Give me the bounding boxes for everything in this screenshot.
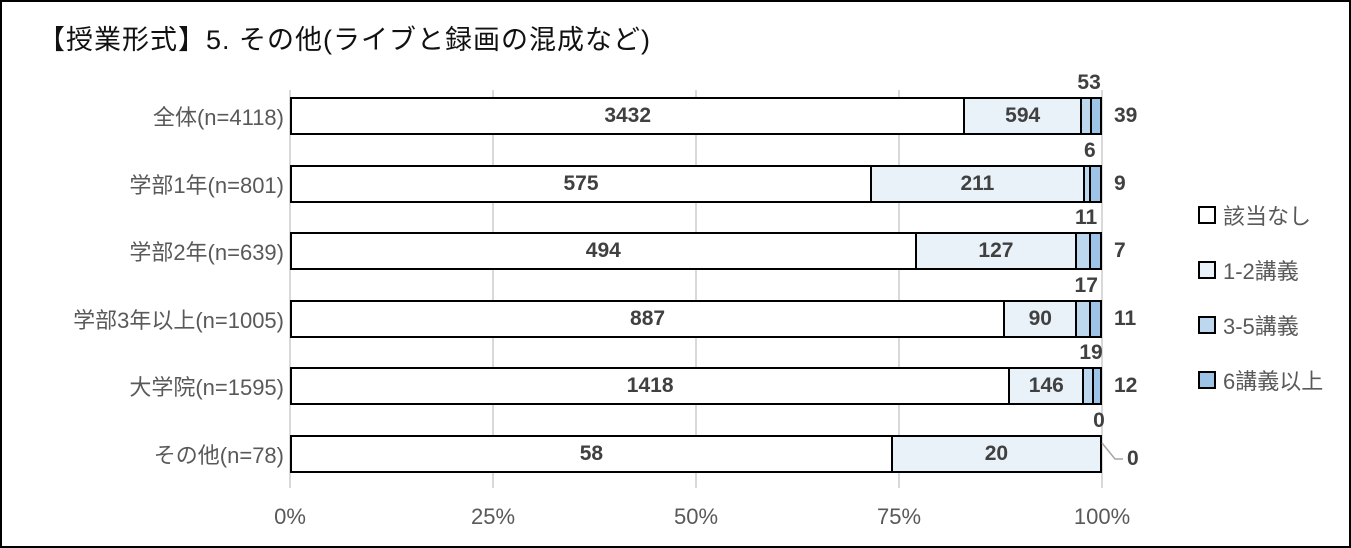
x-axis-tick-label: 0% <box>274 504 306 529</box>
bar-row: 494 127 <box>290 232 1102 271</box>
segment-value-label: 494 <box>585 239 621 263</box>
x-axis-tick-label: 50% <box>673 504 719 529</box>
segment-value-label-right: 12 <box>1114 374 1138 398</box>
legend-label: 1-2講義 <box>1223 259 1299 284</box>
category-label: 学部1年(n=801) <box>129 172 284 198</box>
bar-segment <box>1090 166 1100 201</box>
bar-segment <box>1093 369 1100 404</box>
legend-item: 1-2講義 <box>1198 257 1323 284</box>
segment-value-label: 211 <box>960 171 995 195</box>
segment-value-label-right: 11 <box>1114 306 1137 330</box>
legend-swatch-icon <box>1198 316 1216 334</box>
bar-segment <box>1084 166 1091 201</box>
bar-segment: 20 <box>892 437 1100 471</box>
bar-row: 887 90 <box>290 299 1102 338</box>
bar-row: 3432 594 <box>290 97 1102 135</box>
bar-segment: 90 <box>1005 301 1078 336</box>
x-axis-tick-label: 100% <box>1073 504 1131 529</box>
legend-label: 6講義以上 <box>1223 369 1324 394</box>
segment-value-label-right: 0 <box>1127 447 1139 470</box>
segment-value-label: 127 <box>978 239 1014 263</box>
segment-value-label-above: 0 <box>1093 409 1105 432</box>
bar-segment <box>1091 234 1100 269</box>
legend-item: 該当なし <box>1198 202 1323 229</box>
category-label: 学部3年以上(n=1005) <box>73 307 284 333</box>
segment-value-label: 58 <box>579 442 604 465</box>
bar-segment: 1418 <box>292 369 1011 404</box>
category-label: その他(n=78) <box>153 443 284 468</box>
chart-title: 【授業形式】5. その他(ライブと録画の混成など) <box>38 25 652 55</box>
bar-row: 1418 146 <box>290 367 1102 406</box>
legend: 該当なし 1-2講義 3-5講義 6講義以上 <box>1198 202 1323 422</box>
segment-value-label: 1418 <box>626 374 674 398</box>
bar-segment: 58 <box>292 437 893 471</box>
segment-value-label: 146 <box>1028 374 1064 398</box>
segment-value-label: 575 <box>563 171 599 195</box>
legend-swatch-icon <box>1198 206 1216 224</box>
bar-segment: 594 <box>965 99 1082 133</box>
bar-segment <box>1081 99 1093 133</box>
bar-segment: 575 <box>292 166 873 201</box>
x-axis-tick-label: 25% <box>470 504 516 529</box>
gridline <box>695 90 697 488</box>
legend-swatch-icon <box>1198 261 1216 279</box>
segment-value-label: 887 <box>630 306 666 330</box>
segment-value-label-above: 17 <box>1074 273 1098 297</box>
x-axis-tick-label: 75% <box>876 504 922 529</box>
legend-item: 3-5講義 <box>1198 312 1323 339</box>
segment-value-label-above: 19 <box>1079 341 1103 365</box>
bar-segment: 127 <box>916 234 1078 269</box>
bar-segment: 3432 <box>292 99 966 133</box>
bar-segment: 211 <box>872 166 1085 201</box>
bar-segment <box>1077 234 1092 269</box>
bar-segment <box>1092 99 1100 133</box>
gridline <box>492 90 494 488</box>
legend-label: 3-5講義 <box>1223 314 1299 339</box>
bar-row: 575 211 <box>290 164 1102 203</box>
bar-segment <box>1091 301 1100 336</box>
segment-value-label: 594 <box>1005 104 1041 127</box>
gridline <box>289 90 291 488</box>
legend-item: 6講義以上 <box>1198 367 1324 394</box>
leader-line <box>1101 442 1123 460</box>
category-label: 学部2年(n=639) <box>129 240 284 266</box>
segment-value-label: 3432 <box>604 104 652 127</box>
segment-value-label: 90 <box>1028 306 1052 330</box>
bar-segment <box>1084 369 1094 404</box>
bar-segment: 494 <box>292 234 917 269</box>
category-label: 大学院(n=1595) <box>129 375 284 401</box>
bar-row: 58 20 <box>290 435 1102 473</box>
segment-value-label-above: 6 <box>1083 138 1096 162</box>
segment-value-label-right: 9 <box>1114 171 1126 195</box>
legend-swatch-icon <box>1198 371 1216 389</box>
segment-value-label-above: 53 <box>1077 71 1101 94</box>
legend-label: 該当なし <box>1223 204 1312 229</box>
segment-value-label-right: 7 <box>1114 239 1126 263</box>
category-label: 全体(n=4118) <box>152 105 284 130</box>
bar-segment <box>1077 301 1092 336</box>
bar-segment: 146 <box>1010 369 1085 404</box>
segment-value-label-above: 11 <box>1075 206 1098 230</box>
bar-segment: 887 <box>292 301 1006 336</box>
segment-value-label-right: 39 <box>1114 104 1138 127</box>
gridline <box>898 90 900 488</box>
gridline <box>1101 90 1103 488</box>
segment-value-label: 20 <box>984 442 1009 465</box>
